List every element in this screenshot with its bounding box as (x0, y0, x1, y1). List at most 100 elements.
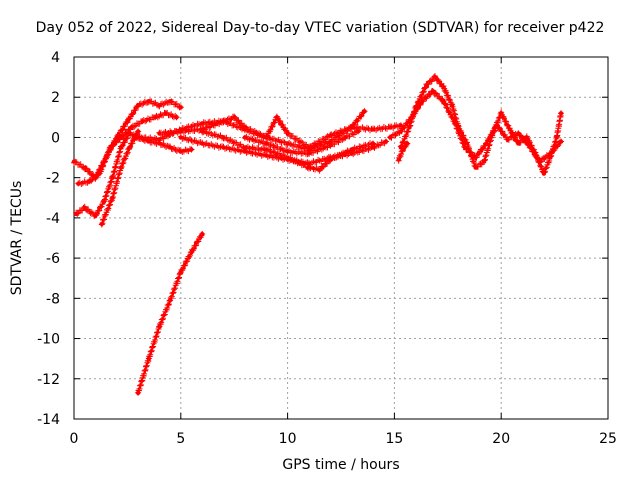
data-point (400, 147, 406, 152)
data-point (71, 159, 77, 164)
data-point (73, 211, 79, 217)
data-point (178, 149, 183, 154)
y-tick-label: -8 (46, 291, 60, 307)
data-point (328, 157, 333, 162)
series-arc-m (135, 231, 206, 396)
data-point (285, 131, 290, 136)
data-point (99, 221, 105, 227)
data-point (398, 129, 403, 134)
y-tick-label: -6 (46, 251, 60, 267)
data-point (558, 111, 564, 116)
data-point (200, 141, 205, 146)
x-tick-label: 15 (385, 431, 403, 447)
data-point (462, 145, 468, 150)
series-arc-f (156, 113, 404, 151)
data-point (101, 199, 107, 204)
data-point (125, 119, 130, 124)
data-point (285, 141, 290, 146)
data-point (349, 125, 354, 130)
data-point (135, 103, 141, 108)
data-point (432, 74, 438, 80)
data-point (97, 171, 102, 176)
data-point (441, 99, 446, 104)
data-point (383, 139, 389, 144)
y-tick-label: -4 (46, 211, 60, 227)
series-arc-l (395, 140, 411, 164)
data-point (516, 131, 521, 136)
data-point (174, 115, 179, 120)
data-point (473, 155, 478, 160)
data-point (163, 111, 168, 116)
data-point (537, 159, 542, 164)
data-point (430, 89, 435, 94)
data-point (343, 135, 348, 140)
x-tick-label: 5 (176, 431, 185, 447)
y-axis-label: SDTVAR / TECUs (9, 180, 25, 296)
data-point (178, 105, 183, 110)
data-point (396, 157, 401, 162)
y-tick-label: 2 (51, 90, 60, 106)
data-point (548, 151, 553, 156)
data-point (157, 131, 162, 136)
data-point (317, 167, 322, 172)
x-tick-labels: 0 5 10 15 20 25 (70, 431, 617, 447)
data-point (499, 111, 504, 116)
x-axis-label: GPS time / hours (282, 457, 400, 473)
x-tick-label: 10 (279, 431, 297, 447)
series-arc-i (241, 128, 362, 158)
data-point (167, 298, 173, 303)
series-arc-b (75, 109, 180, 187)
data-point (473, 165, 478, 170)
data-point (464, 141, 470, 146)
data-point (157, 137, 162, 142)
data-point (76, 181, 81, 186)
data-point (127, 131, 132, 136)
data-point (232, 115, 237, 120)
plot-frame (73, 56, 609, 420)
data-point (362, 109, 367, 114)
data-points (71, 73, 564, 396)
data-point (481, 159, 487, 164)
data-point (200, 121, 205, 126)
data-point (82, 205, 87, 210)
data-point (221, 119, 226, 124)
y-tick-labels: -14 -12 -10 -8 -6 -4 -2 0 2 4 (37, 50, 60, 428)
data-point (558, 139, 564, 144)
data-point (146, 99, 151, 104)
data-point (441, 85, 446, 90)
data-point (370, 141, 376, 146)
data-point (505, 137, 510, 142)
data-point (452, 119, 457, 124)
data-point (157, 103, 162, 108)
data-point (494, 123, 500, 128)
y-tick-label: -12 (37, 372, 60, 388)
data-point (424, 83, 429, 88)
series-marks (135, 231, 206, 396)
data-point (118, 165, 124, 170)
data-point (140, 119, 145, 124)
series-arc-k (387, 88, 564, 165)
data-point (285, 155, 290, 160)
data-point (507, 127, 512, 132)
data-point (221, 145, 226, 150)
data-point (82, 165, 87, 170)
data-point (328, 143, 333, 148)
data-point (405, 141, 410, 146)
data-point (189, 147, 194, 152)
data-point (127, 145, 132, 150)
data-point (328, 133, 333, 138)
series-arc-d (98, 128, 142, 228)
axis-ticks (73, 56, 609, 420)
data-point (178, 135, 183, 140)
data-point (370, 127, 376, 132)
series-arc-h (199, 128, 376, 174)
data-point (167, 145, 173, 150)
x-tick-label: 25 (599, 431, 617, 447)
data-point (146, 356, 151, 361)
data-point (264, 153, 269, 158)
data-point (200, 129, 205, 134)
data-point (86, 179, 92, 184)
data-point (93, 213, 98, 219)
data-point (355, 129, 361, 134)
